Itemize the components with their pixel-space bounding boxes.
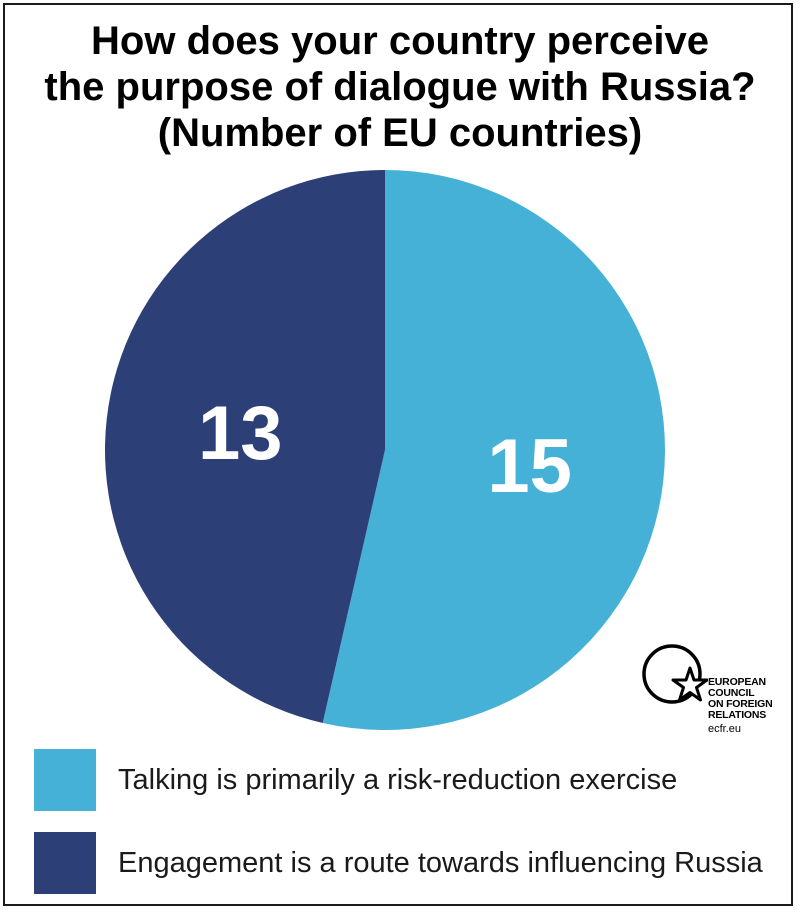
logo-line-3: ON FOREIGN <box>708 698 773 710</box>
pie-slice-1 <box>105 170 385 723</box>
legend-swatch-risk-reduction <box>34 749 96 811</box>
logo-wordmark: EUROPEAN COUNCIL ON FOREIGN RELATIONS <box>708 677 773 721</box>
legend-item-risk-reduction: Talking is primarily a risk-reduction ex… <box>34 749 794 811</box>
legend-item-influencing: Engagement is a route towards influencin… <box>34 832 794 894</box>
chart-title: How does your country perceive the purpo… <box>0 18 800 156</box>
title-line-3: (Number of EU countries) <box>157 111 643 155</box>
title-line-1: How does your country perceive <box>91 19 709 63</box>
legend-swatch-influencing <box>34 832 96 894</box>
title-line-2: the purpose of dialogue with Russia? <box>44 65 756 109</box>
pie-slice-0 <box>322 170 665 730</box>
ecfr-logo: EUROPEAN COUNCIL ON FOREIGN RELATIONS ec… <box>640 640 790 740</box>
legend-label-influencing: Engagement is a route towards influencin… <box>118 847 763 879</box>
legend-label-risk-reduction: Talking is primarily a risk-reduction ex… <box>118 764 678 796</box>
logo-line-1: EUROPEAN <box>708 676 766 688</box>
pie-slice-label-1: 13 <box>198 391 283 476</box>
star-in-circle-icon <box>642 644 708 704</box>
logo-line-4: RELATIONS <box>708 709 767 721</box>
logo-url: ecfr.eu <box>708 723 742 735</box>
pie-slice-label-0: 15 <box>487 424 572 509</box>
logo-line-2: COUNCIL <box>708 687 755 699</box>
